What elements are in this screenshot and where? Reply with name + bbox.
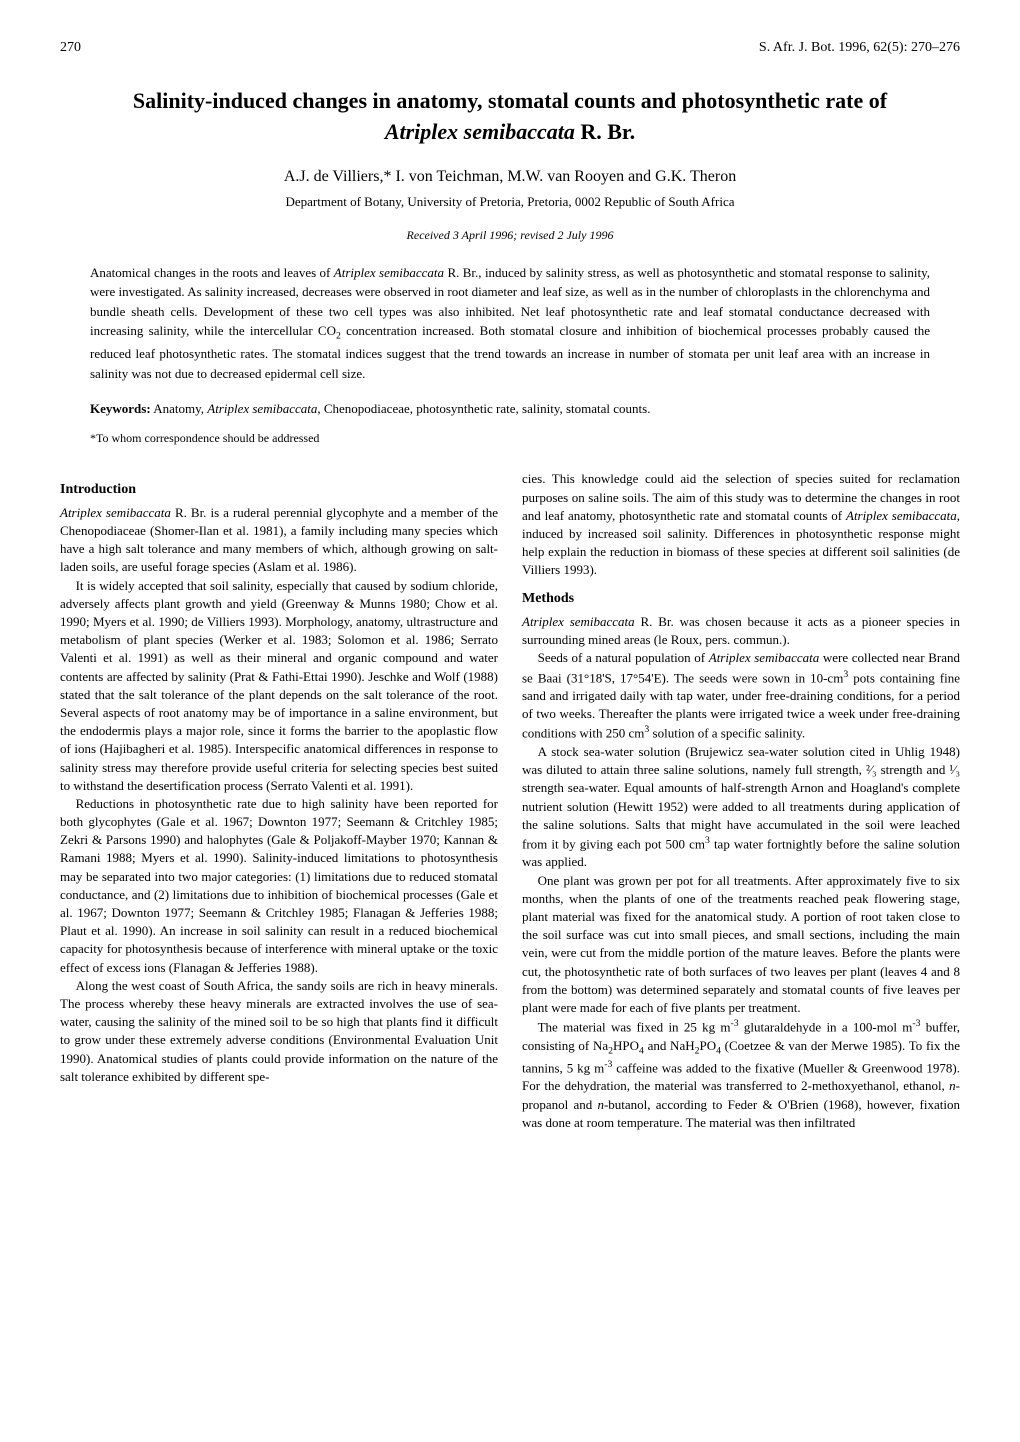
methods-p5-6: PO: [699, 1038, 716, 1053]
title-suffix: R. Br.: [575, 119, 635, 144]
intro-p4: Along the west coast of South Africa, th…: [60, 977, 498, 1086]
abstract-text-1: Anatomical changes in the roots and leav…: [90, 265, 334, 280]
page-header: 270 S. Afr. J. Bot. 1996, 62(5): 270–276: [60, 40, 960, 56]
methods-p3-frac1: ²⁄₃: [866, 762, 877, 777]
abstract: Anatomical changes in the roots and leav…: [90, 263, 930, 384]
intro-p2: It is widely accepted that soil salinity…: [60, 577, 498, 795]
body-columns: Introduction Atriplex semibaccata R. Br.…: [60, 470, 960, 1132]
methods-p5-sup1: -3: [731, 1018, 739, 1029]
keywords-species: Atriplex semibaccata: [207, 401, 317, 416]
affiliation: Department of Botany, University of Pret…: [60, 194, 960, 210]
methods-heading: Methods: [522, 589, 960, 609]
keywords: Keywords: Anatomy, Atriplex semibaccata,…: [90, 401, 930, 417]
methods-p3: A stock sea-water solution (Brujewicz se…: [522, 743, 960, 872]
methods-p3-frac2: ¹⁄₃: [949, 762, 960, 777]
title-species: Atriplex semibaccata: [385, 119, 575, 144]
keywords-label: Keywords:: [90, 401, 151, 416]
keywords-text-2: , Chenopodiaceae, photosynthetic rate, s…: [317, 401, 650, 416]
keywords-text-1: Anatomy,: [151, 401, 208, 416]
authors: A.J. de Villiers,* I. von Teichman, M.W.…: [60, 168, 960, 186]
methods-p5-2: glutaraldehyde in a 100-mol m: [739, 1019, 913, 1034]
article-title: Salinity-induced changes in anatomy, sto…: [60, 86, 960, 148]
methods-p1-species: Atriplex semibaccata: [522, 614, 635, 629]
introduction-heading: Introduction: [60, 480, 498, 500]
methods-p3-2: strength and: [877, 762, 950, 777]
methods-p4: One plant was grown per pot for all trea…: [522, 872, 960, 1018]
methods-p5-1: The material was fixed in 25 kg m: [538, 1019, 731, 1034]
methods-p1: Atriplex semibaccata R. Br. was chosen b…: [522, 613, 960, 649]
page-number: 270: [60, 40, 81, 56]
title-line-1: Salinity-induced changes in anatomy, sto…: [133, 88, 887, 113]
methods-p2-species: Atriplex semibaccata: [709, 650, 819, 665]
intro-p4-species: Atriplex semibaccata: [846, 508, 957, 523]
methods-p5-4: HPO: [613, 1038, 639, 1053]
methods-p2: Seeds of a natural population of Atriple…: [522, 649, 960, 743]
right-column: cies. This knowledge could aid the selec…: [522, 470, 960, 1132]
methods-p5-5: and NaH: [644, 1038, 695, 1053]
received-date: Received 3 April 1996; revised 2 July 19…: [60, 228, 960, 243]
intro-p3: Reductions in photosynthetic rate due to…: [60, 795, 498, 977]
journal-reference: S. Afr. J. Bot. 1996, 62(5): 270–276: [759, 40, 960, 56]
methods-p2-4: solution of a specific salinity.: [649, 726, 805, 741]
intro-p1-species: Atriplex semibaccata: [60, 505, 171, 520]
correspondence-note: *To whom correspondence should be addres…: [90, 431, 930, 446]
methods-p2-1: Seeds of a natural population of: [538, 650, 709, 665]
abstract-species: Atriplex semibaccata: [334, 265, 444, 280]
methods-p5: The material was fixed in 25 kg m-3 glut…: [522, 1017, 960, 1132]
left-column: Introduction Atriplex semibaccata R. Br.…: [60, 470, 498, 1132]
intro-p1: Atriplex semibaccata R. Br. is a ruderal…: [60, 504, 498, 577]
intro-p4-continued: cies. This knowledge could aid the selec…: [522, 470, 960, 579]
